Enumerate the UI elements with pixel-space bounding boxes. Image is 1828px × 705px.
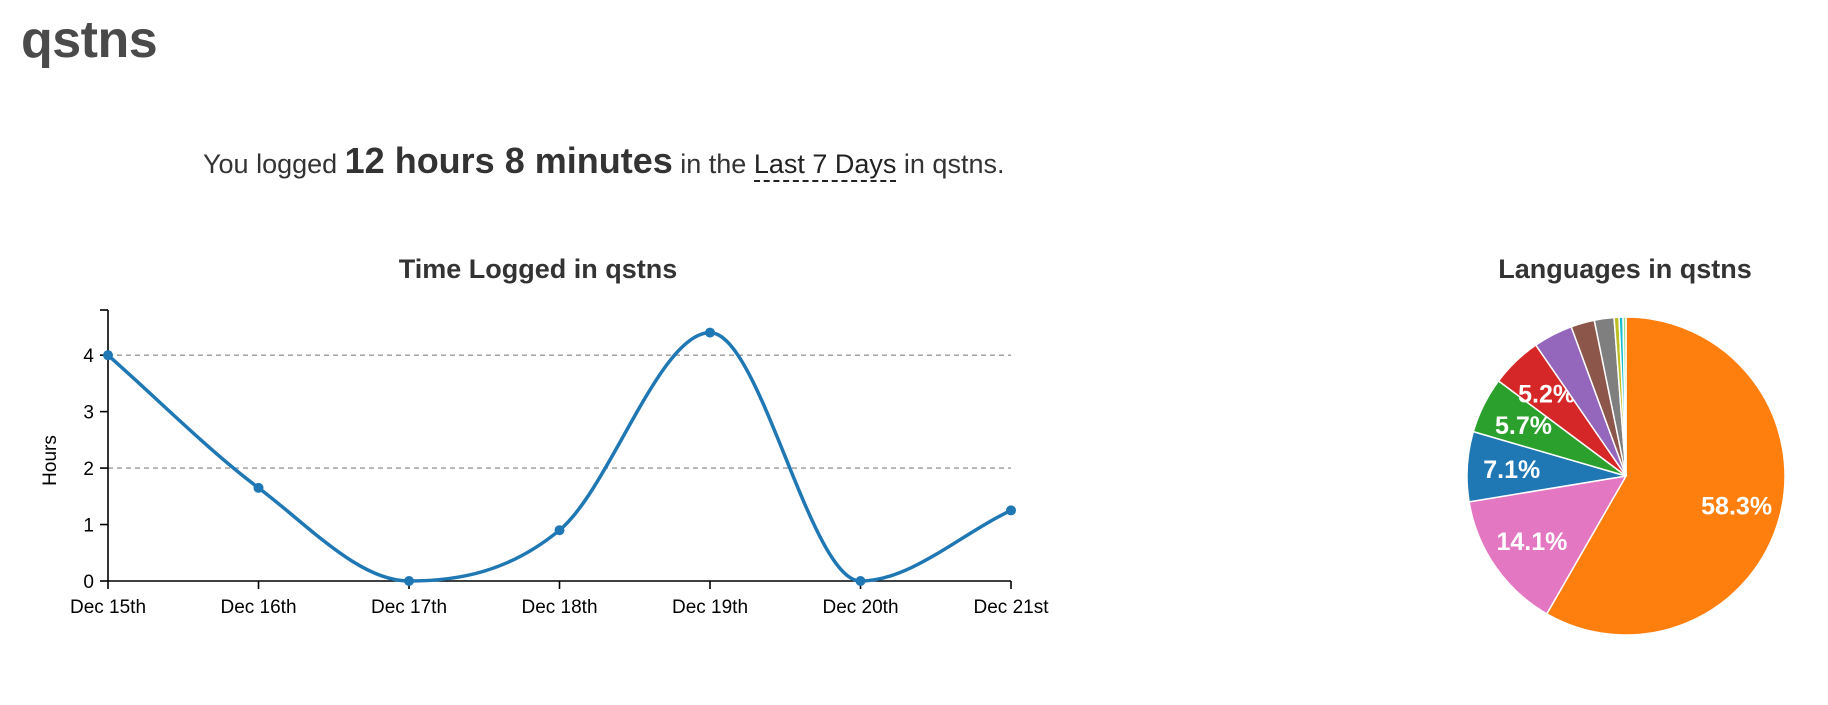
x-tick-label: Dec 21st — [974, 597, 1050, 618]
pie-slice-label: 7.1% — [1483, 456, 1540, 484]
line-chart-title: Time Logged in qstns — [398, 254, 678, 284]
x-tick-label: Dec 17th — [371, 597, 447, 618]
x-tick-label: Dec 15th — [70, 597, 146, 618]
pie-slice-label: 58.3% — [1701, 493, 1772, 521]
date-range-selector[interactable]: Last 7 Days — [753, 149, 897, 182]
project-title: qstns — [21, 11, 158, 69]
pie-slice-label: 14.1% — [1496, 528, 1567, 556]
y-tick-label: 1 — [83, 516, 94, 537]
summary-suffix: in qstns. — [896, 149, 1005, 179]
y-tick-label: 2 — [83, 459, 94, 480]
data-point — [253, 482, 264, 493]
pie-slice-label: 5.7% — [1495, 412, 1552, 440]
summary-total: 12 hours 8 minutes — [344, 140, 673, 181]
time-summary: You logged 12 hours 8 minutes in the Las… — [203, 140, 1004, 182]
y-tick-label: 3 — [83, 403, 94, 424]
pie-slice — [1468, 475, 1628, 615]
y-axis-label: Hours — [40, 435, 61, 486]
summary-middle: in the — [672, 149, 754, 179]
pie-slice — [1622, 316, 1627, 477]
data-point — [103, 350, 113, 361]
data-point — [1006, 505, 1016, 516]
pie-chart-title: Languages in qstns — [1498, 254, 1752, 284]
data-point — [855, 576, 866, 586]
pie-slice — [1545, 316, 1786, 636]
y-tick-label: 0 — [83, 572, 94, 593]
x-tick-label: Dec 16th — [220, 597, 296, 618]
y-tick-label: 4 — [83, 346, 94, 367]
data-point — [554, 525, 565, 536]
data-point — [705, 327, 715, 338]
x-tick-label: Dec 18th — [521, 597, 597, 618]
x-tick-label: Dec 19th — [672, 597, 748, 618]
data-point — [404, 576, 414, 586]
summary-prefix: You logged — [203, 149, 345, 179]
x-tick-label: Dec 20th — [822, 597, 898, 618]
